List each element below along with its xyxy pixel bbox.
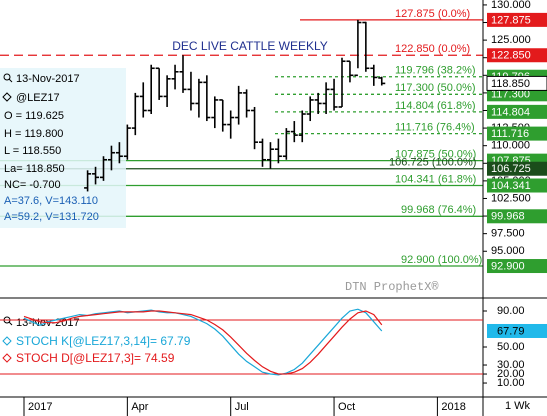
legend-marker xyxy=(2,336,12,346)
search-icon-handle xyxy=(8,78,13,83)
info-low: L = 118.550 xyxy=(4,145,61,157)
axis-value-box xyxy=(487,259,547,274)
plot-layer xyxy=(84,19,386,192)
info-last: La= 118.850 xyxy=(4,163,65,175)
legend-entry: STOCH K[@LEZ17,3,14]= 67.79 xyxy=(16,334,191,348)
axis-value-label: 104.341 xyxy=(491,180,531,192)
y-tick-label: 125.000 xyxy=(491,34,531,46)
retracement-label: 111.716 (76.4%) xyxy=(395,122,475,134)
retracement-label: 107.875 (50.0%) xyxy=(395,149,476,161)
diamond-icon xyxy=(2,92,12,102)
retracement-label: 106.725 (100.0%) xyxy=(389,157,476,169)
y-tick-label: 95.000 xyxy=(491,245,525,257)
info-date: 13-Nov-2017 xyxy=(16,73,80,85)
legend-marker xyxy=(2,353,12,363)
y-tick-label: 97.500 xyxy=(491,228,525,240)
watermark: DTN ProphetX® xyxy=(345,280,439,294)
axis-value-label: 99.968 xyxy=(491,211,525,223)
chart-title: DEC LIVE CATTLE WEEKLY xyxy=(172,39,328,53)
axis-value-label: 67.79 xyxy=(497,325,525,337)
retracement-label: 114.804 (61.8%) xyxy=(395,100,476,112)
info-open: O = 119.625 xyxy=(4,110,64,122)
info-volume: A=59.2, V=131.720 xyxy=(4,211,99,223)
axis-value-box xyxy=(487,161,547,176)
retracement-label: 122.850 (0.0%) xyxy=(395,43,470,55)
y-tick-label: 90.00 xyxy=(497,305,525,317)
x-tick-label: Apr xyxy=(131,401,148,413)
axis-value-box xyxy=(487,323,547,338)
axis-value-label: 111.716 xyxy=(491,128,529,140)
y-tick-label: 50.00 xyxy=(497,341,525,353)
x-tick-label: 2018 xyxy=(441,401,465,413)
retracement-label: 99.968 (76.4%) xyxy=(401,204,476,216)
stoch-line xyxy=(23,308,383,376)
axis-value-label: 122.850 xyxy=(491,50,531,62)
y-tick-label: 30.00 xyxy=(497,359,525,371)
axis-value-label: 114.804 xyxy=(491,106,530,118)
y-tick-label: 102.500 xyxy=(491,192,531,204)
x-tick-label: Oct xyxy=(338,401,355,413)
y-tick-label: 110.000 xyxy=(491,140,530,152)
x-tick-label: Jul xyxy=(235,401,249,413)
axis-value-label: 117.300 xyxy=(491,89,530,101)
info-net-change: NC= -0.700 xyxy=(4,179,61,191)
retracement-label: 92.900 (100.0%) xyxy=(401,254,482,266)
retracement-label: 117.300 (50.0%) xyxy=(395,82,476,94)
legend-entry: STOCH D[@LEZ17,3]= 74.59 xyxy=(16,351,175,365)
info-box xyxy=(0,68,126,228)
axis-value-box xyxy=(487,12,547,27)
axis-value-box xyxy=(487,48,547,63)
retracement-label: 127.875 (0.0%) xyxy=(395,8,470,20)
y-tick-label: 130.000 xyxy=(491,0,531,11)
axis-value-box xyxy=(487,104,547,119)
stoch-line xyxy=(23,310,383,375)
x-tick-label: 2017 xyxy=(28,401,52,413)
y-tick-label: 10.00 xyxy=(497,377,525,389)
x-unit: 1 Wk xyxy=(505,400,531,412)
search-icon-handle xyxy=(8,321,13,326)
axis-value-box xyxy=(487,126,547,141)
axis-value-label: 127.875 xyxy=(491,14,531,26)
levels-layer: 127.875 (0.0%) 122.850 (0.0%) 119.796 (38.… xyxy=(0,8,483,267)
last-price-box xyxy=(486,75,547,91)
search-icon xyxy=(3,73,11,81)
axis-value-box xyxy=(487,209,547,224)
axis-value-label: 106.725 xyxy=(491,163,531,175)
info-high: H = 119.800 xyxy=(4,128,63,140)
axis-value-label: 92.900 xyxy=(491,260,525,272)
info-symbol: @LEZ17 xyxy=(16,92,60,104)
axis-value-box xyxy=(487,178,547,193)
y-tick-label: 20.00 xyxy=(497,368,525,380)
last-price-label: 118.850 xyxy=(491,78,530,90)
retracement-label: 104.341 (61.8%) xyxy=(395,173,476,185)
retracement-label: 119.796 (38.2%) xyxy=(395,65,476,77)
info-volume: A=37.6, V=143.110 xyxy=(4,195,98,207)
